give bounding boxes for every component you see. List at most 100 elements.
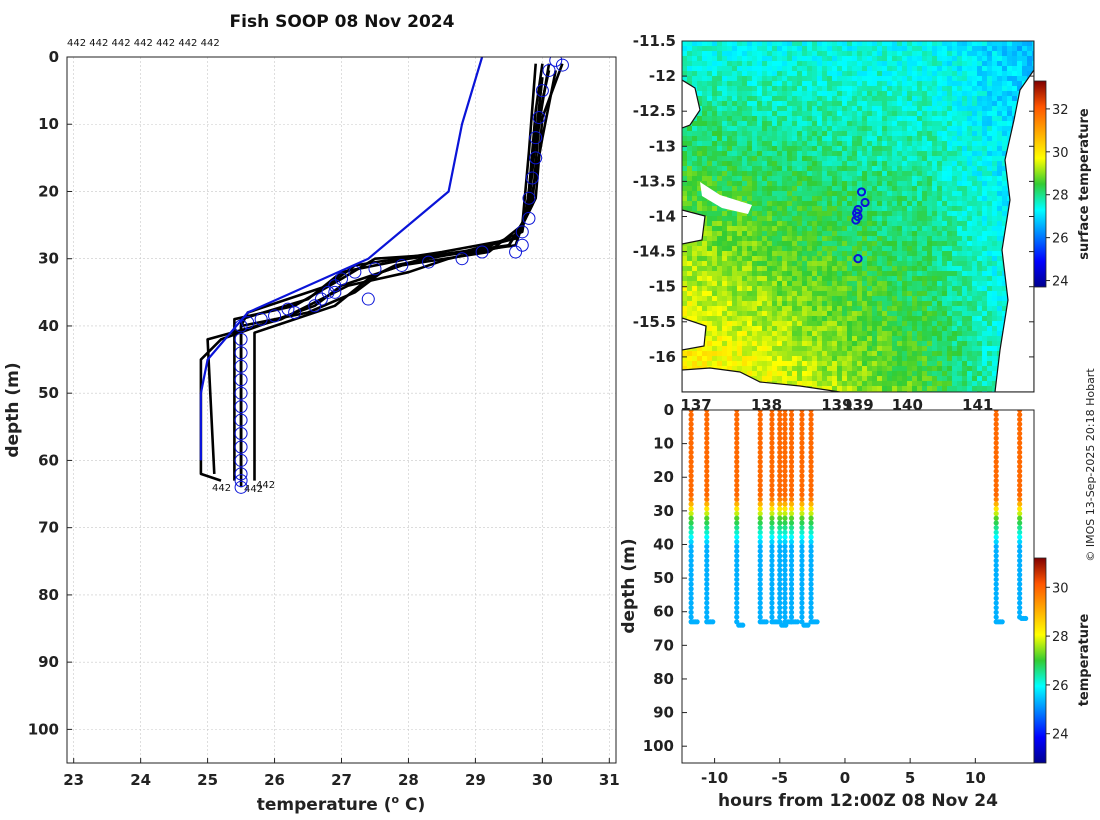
sst-cell: [927, 116, 933, 122]
sst-cell: [987, 236, 993, 242]
sst-cell: [852, 101, 858, 107]
sst-cell: [692, 306, 698, 312]
sst-cell: [842, 211, 848, 217]
sst-cell: [792, 381, 798, 387]
sst-cell: [782, 91, 788, 97]
sst-cell: [847, 151, 853, 157]
sst-cell: [807, 141, 813, 147]
sst-cell: [972, 81, 978, 87]
sst-cell: [772, 341, 778, 347]
sst-cell: [742, 166, 748, 172]
sst-cell: [1017, 66, 1023, 72]
sst-cell: [767, 351, 773, 357]
sst-cell: [767, 56, 773, 62]
sst-cell: [952, 371, 958, 377]
sst-cell: [827, 186, 833, 192]
sst-cell: [1017, 51, 1023, 57]
sst-cell: [717, 261, 723, 267]
sst-cell: [687, 281, 693, 287]
sst-cell: [797, 61, 803, 67]
sst-cell: [712, 126, 718, 132]
sst-cell: [842, 251, 848, 257]
sst-cell: [867, 186, 873, 192]
sst-cell: [802, 121, 808, 127]
sst-cell: [877, 86, 883, 92]
sst-cell: [727, 51, 733, 57]
sst-cell: [992, 206, 998, 212]
sst-cell: [1007, 76, 1013, 82]
sst-cell: [837, 46, 843, 52]
sst-cell: [727, 191, 733, 197]
sst-cell: [857, 356, 863, 362]
sst-cell: [917, 116, 923, 122]
sst-cell: [852, 91, 858, 97]
sst-cell: [837, 381, 843, 387]
sst-cell: [897, 236, 903, 242]
sst-cell: [717, 281, 723, 287]
sst-cell: [912, 331, 918, 337]
sst-cell: [862, 96, 868, 102]
climatology-line: [199, 57, 484, 461]
sst-cell: [782, 291, 788, 297]
sst-cell: [957, 221, 963, 227]
sst-cell: [937, 176, 943, 182]
sst-cell: [927, 191, 933, 197]
sst-cell: [887, 161, 893, 167]
sst-cell: [902, 336, 908, 342]
sst-cell: [882, 336, 888, 342]
sst-cell: [877, 206, 883, 212]
sst-cell: [752, 106, 758, 112]
sst-cell: [732, 156, 738, 162]
sst-cell: [1032, 61, 1034, 67]
sst-cell: [822, 196, 828, 202]
sst-cell: [712, 186, 718, 192]
sst-cell: [807, 76, 813, 82]
sst-cell: [992, 296, 998, 302]
sst-cell: [882, 176, 888, 182]
sst-cell: [827, 346, 833, 352]
sst-cell: [772, 116, 778, 122]
sst-cell: [752, 186, 758, 192]
sst-cell: [932, 281, 938, 287]
sst-cell: [932, 321, 938, 327]
sst-cell: [1002, 171, 1008, 177]
sst-cell: [702, 176, 708, 182]
sst-cell: [972, 86, 978, 92]
sst-cell: [867, 376, 873, 382]
sst-cell: [757, 131, 763, 137]
sst-cell: [722, 306, 728, 312]
sst-cell: [1012, 51, 1018, 57]
sst-cell: [827, 141, 833, 147]
sst-cell: [1002, 221, 1008, 227]
sst-cell: [897, 276, 903, 282]
sst-cell: [707, 136, 713, 142]
sst-cell: [812, 356, 818, 362]
sst-cell: [692, 81, 698, 87]
sst-cell: [937, 121, 943, 127]
sst-cell: [992, 186, 998, 192]
sst-cell: [897, 211, 903, 217]
sst-cell: [832, 56, 838, 62]
sst-cell: [742, 351, 748, 357]
sst-cell: [717, 156, 723, 162]
sst-cell: [952, 156, 958, 162]
sst-cell: [752, 201, 758, 207]
sst-cell: [707, 61, 713, 67]
sst-cell: [682, 271, 688, 277]
sst-cell: [717, 116, 723, 122]
sst-cell: [782, 236, 788, 242]
sst-cell: [737, 356, 743, 362]
sst-cell: [992, 86, 998, 92]
sst-cell: [822, 151, 828, 157]
sst-cell: [747, 196, 753, 202]
sst-cell: [922, 166, 928, 172]
sst-cell: [877, 51, 883, 57]
sst-cell: [702, 256, 708, 262]
sst-cell: [867, 111, 873, 117]
sst-cell: [907, 301, 913, 307]
sst-cell: [807, 136, 813, 142]
sst-cell: [892, 346, 898, 352]
sst-cell: [817, 381, 823, 387]
sst-cell: [972, 331, 978, 337]
sst-cell: [957, 176, 963, 182]
